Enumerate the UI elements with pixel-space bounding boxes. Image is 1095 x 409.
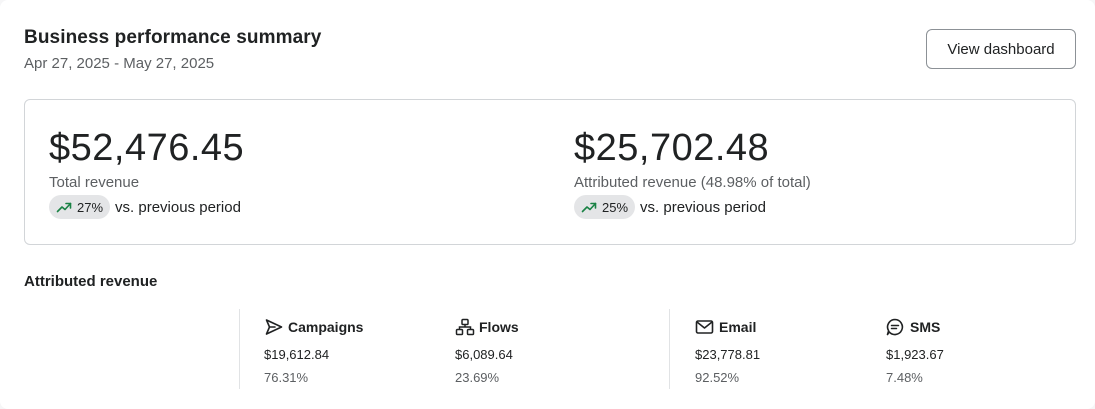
channel-header: Campaigns — [264, 318, 363, 336]
attributed-revenue-value: $25,702.48 — [574, 127, 770, 169]
channel-sms: SMS $1,923.67 7.48% — [886, 318, 944, 386]
channel-percent: 92.52% — [695, 370, 740, 385]
channel-amount: $19,612.84 — [264, 347, 330, 362]
attributed-revenue-heading: Attributed revenue — [24, 273, 158, 290]
mail-icon — [695, 320, 714, 334]
trend-badge: 25% — [574, 195, 636, 219]
view-dashboard-button[interactable]: View dashboard — [926, 29, 1076, 69]
channel-name: Email — [719, 319, 757, 335]
channel-name: Flows — [479, 319, 519, 335]
trend-up-icon — [56, 202, 72, 213]
date-range: Apr 27, 2025 - May 27, 2025 — [24, 55, 215, 72]
card-title: Business performance summary — [24, 27, 322, 48]
total-revenue-trend: 27% vs. previous period — [49, 195, 244, 219]
trend-percent: 25% — [602, 199, 629, 215]
channel-divider — [669, 309, 670, 389]
trend-comparison: vs. previous period — [115, 198, 241, 216]
total-revenue-value: $52,476.45 — [49, 127, 245, 169]
channel-amount: $1,923.67 — [886, 347, 944, 362]
channel-email: Email $23,778.81 92.52% — [695, 318, 760, 386]
channel-amount: $23,778.81 — [695, 347, 761, 362]
trend-comparison: vs. previous period — [640, 198, 766, 216]
channel-percent: 76.31% — [264, 370, 309, 385]
channel-header: Email — [695, 318, 760, 336]
attributed-revenue-trend: 25% vs. previous period — [574, 195, 811, 219]
total-revenue-metric: $52,476.45 Total revenue 27% vs. previou… — [49, 126, 244, 219]
channel-name: SMS — [910, 319, 941, 335]
channel-percent: 23.69% — [455, 370, 500, 385]
attributed-revenue-metric: $25,702.48 Attributed revenue (48.98% of… — [574, 126, 811, 219]
trend-badge: 27% — [49, 195, 111, 219]
total-revenue-label: Total revenue — [49, 174, 140, 191]
sms-icon — [886, 318, 904, 336]
trend-percent: 27% — [77, 199, 104, 215]
revenue-summary-box: $52,476.45 Total revenue 27% vs. previou… — [24, 99, 1076, 245]
flow-icon — [455, 318, 475, 336]
channel-percent: 7.48% — [886, 370, 923, 385]
channel-header: Flows — [455, 318, 519, 336]
channel-divider — [239, 309, 240, 389]
channel-name: Campaigns — [288, 319, 364, 335]
attributed-revenue-label: Attributed revenue (48.98% of total) — [574, 174, 811, 191]
channel-amount: $6,089.64 — [455, 347, 513, 362]
card-header: Business performance summary Apr 27, 202… — [24, 26, 1076, 76]
channel-flows: Flows $6,089.64 23.69% — [455, 318, 519, 386]
send-icon — [265, 319, 283, 335]
trend-up-icon — [581, 202, 597, 213]
channel-campaigns: Campaigns $19,612.84 76.31% — [264, 318, 363, 386]
channel-header: SMS — [886, 318, 944, 336]
